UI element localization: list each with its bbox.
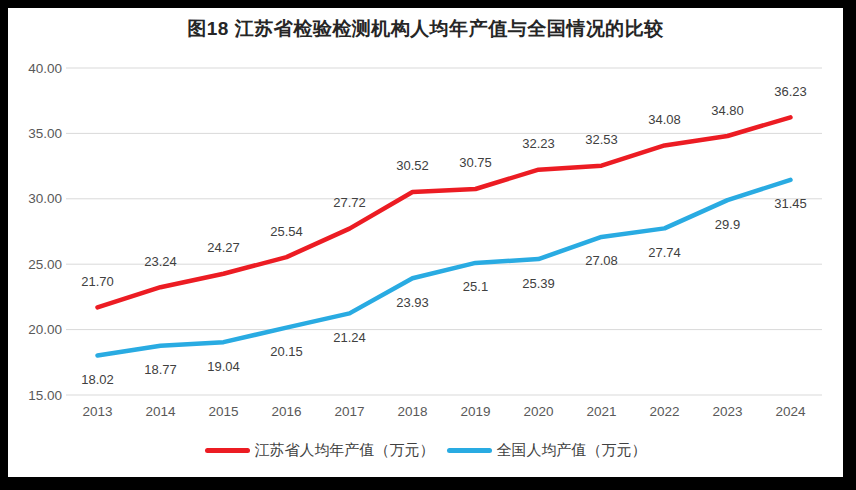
legend-label-national: 全国人均产值（万元） [497,441,647,460]
legend-label-jiangsu: 江苏省人均年产值（万元） [255,441,435,460]
x-tick-label: 2016 [271,404,301,419]
data-label-1: 18.77 [144,362,177,377]
x-tick-label: 2024 [775,404,806,419]
x-tick-label: 2017 [334,404,364,419]
screen-frame: 图18 江苏省检验检测机构人均年产值与全国情况的比较 40.0035.0030.… [0,0,856,490]
data-label-1: 27.08 [585,253,618,268]
data-label-1: 20.15 [270,344,303,359]
legend-item-jiangsu: 江苏省人均年产值（万元） [205,441,435,460]
series-line-0 [98,117,791,307]
data-label-0: 24.27 [207,240,240,255]
x-tick-label: 2013 [82,404,112,419]
legend: 江苏省人均年产值（万元） 全国人均产值（万元） [8,441,843,460]
data-label-0: 30.52 [396,158,429,173]
data-label-0: 23.24 [144,254,177,269]
data-label-0: 32.23 [522,136,555,151]
x-tick-label: 2023 [712,404,742,419]
legend-item-national: 全国人均产值（万元） [447,441,647,460]
data-label-0: 30.75 [459,155,492,170]
chart-area: 图18 江苏省检验检测机构人均年产值与全国情况的比较 40.0035.0030.… [8,8,843,477]
data-label-0: 27.72 [333,195,366,210]
data-label-0: 34.80 [711,103,744,118]
data-label-0: 32.53 [585,132,618,147]
legend-marker-national [447,448,492,453]
x-tick-label: 2022 [649,404,679,419]
data-label-1: 19.04 [207,359,240,374]
x-tick-label: 2014 [145,404,176,419]
data-label-1: 31.45 [774,196,807,211]
data-label-0: 21.70 [81,274,114,289]
y-tick-label: 35.00 [28,126,62,141]
y-tick-label: 30.00 [28,191,62,206]
data-label-1: 23.93 [396,295,429,310]
data-label-1: 18.02 [81,372,114,387]
data-label-1: 25.1 [463,279,488,294]
line-chart: 40.00 35.00 30.00 25.00 20.00 15.00 2013 2014 20… [8,8,843,477]
x-tick-label: 2015 [208,404,238,419]
legend-marker-jiangsu [205,448,250,453]
y-tick-label: 15.00 [28,388,62,403]
y-tick-label: 20.00 [28,322,62,337]
x-tick-label: 2018 [397,404,427,419]
y-tick-label: 25.00 [28,257,62,272]
x-tick-label: 2020 [523,404,553,419]
x-tick-label: 2019 [460,404,490,419]
data-label-0: 25.54 [270,224,303,239]
data-label-1: 27.74 [648,245,681,260]
data-label-1: 21.24 [333,330,366,345]
data-label-0: 34.08 [648,112,681,127]
data-label-0: 36.23 [774,84,807,99]
data-label-1: 25.39 [522,276,555,291]
x-tick-label: 2021 [586,404,616,419]
y-tick-label: 40.00 [28,61,62,76]
data-label-1: 29.9 [715,217,740,232]
